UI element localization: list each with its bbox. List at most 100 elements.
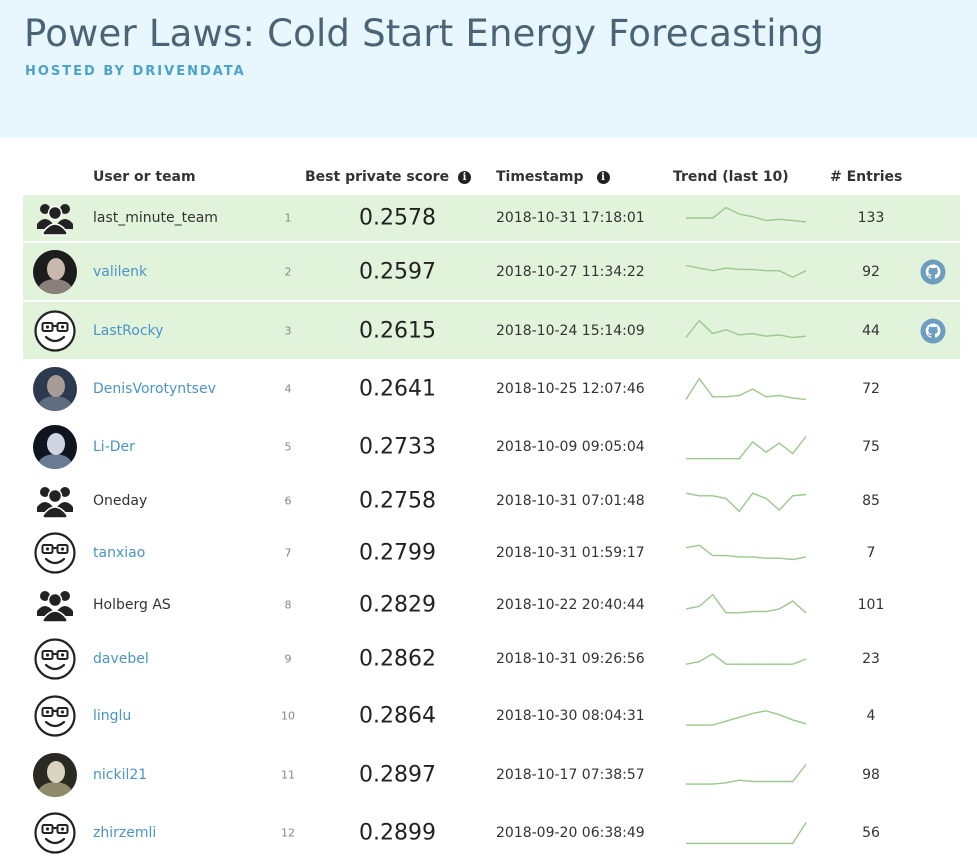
rank-number: 7 (284, 546, 292, 559)
trend-sparkline (685, 538, 807, 568)
rank-number: 12 (281, 826, 295, 839)
column-header-entries[interactable]: # Entries (830, 169, 902, 185)
best-private-score: 0.2597 (359, 259, 436, 284)
user-link[interactable]: zhirzemli (93, 824, 157, 841)
team-icon (33, 583, 77, 627)
column-header-trend-label: Trend (last 10) (673, 169, 789, 185)
nerd-face-icon[interactable] (33, 694, 77, 738)
best-private-score: 0.2897 (359, 762, 436, 787)
trend-line (686, 436, 807, 460)
user-link[interactable]: linglu (93, 707, 132, 724)
trend-line (685, 593, 807, 614)
rank-number: 4 (284, 382, 292, 396)
table-row: Oneday 6 0.2758 2018-10-31 07:01:48 85 (23, 476, 960, 526)
rank-number: 11 (281, 768, 295, 781)
trend-line (685, 319, 807, 338)
submission-timestamp: 2018-10-31 17:18:01 (496, 210, 645, 226)
column-header-score[interactable]: Best private score i (305, 169, 472, 185)
entries-count: 7 (866, 544, 876, 561)
table-row: davebel 9 0.2862 2018-10-31 09:26:56 23 (23, 631, 960, 686)
entries-count: 56 (862, 824, 880, 841)
user-link[interactable]: Li-Der (93, 439, 135, 455)
column-header-timestamp[interactable]: Timestamp i (496, 169, 610, 185)
rank-number: 9 (284, 652, 292, 665)
team-name: last_minute_team (93, 210, 218, 226)
trend-line (685, 652, 807, 665)
trend-line (685, 264, 807, 278)
column-header-entries-label: # Entries (830, 169, 903, 185)
trend-sparkline (685, 432, 807, 462)
avatar[interactable] (33, 752, 77, 797)
table-row: LastRocky 3 0.2615 2018-10-24 15:14:09 44 (23, 302, 960, 359)
submission-timestamp: 2018-10-22 20:40:44 (496, 597, 645, 613)
nerd-face-icon[interactable] (33, 309, 77, 353)
trend-line (686, 763, 807, 785)
entries-count: 133 (857, 210, 885, 226)
best-private-score: 0.2578 (359, 205, 436, 231)
table-row: DenisVorotyntsev 4 0.2641 2018-10-25 12:07:… (23, 361, 960, 417)
user-link[interactable]: valilenk (93, 263, 148, 280)
user-link[interactable]: nickil21 (93, 766, 148, 783)
submission-timestamp: 2018-10-17 07:38:57 (496, 766, 645, 783)
trend-line (685, 492, 807, 513)
column-header-trend: Trend (last 10) (673, 169, 789, 185)
trend-sparkline (685, 760, 807, 790)
best-private-score: 0.2758 (359, 488, 436, 514)
avatar[interactable] (33, 367, 77, 411)
trend-sparkline (685, 701, 807, 731)
entries-count: 4 (866, 707, 876, 724)
team-icon (33, 479, 77, 523)
rank-number: 6 (284, 494, 292, 508)
team-name: Holberg AS (93, 597, 171, 613)
nerd-face-icon[interactable] (33, 811, 77, 855)
submission-timestamp: 2018-10-24 15:14:09 (496, 322, 645, 339)
table-row: last_minute_team 1 0.2578 2018-10-31 17:18:… (23, 195, 960, 241)
best-private-score: 0.2864 (359, 703, 436, 728)
entries-count: 72 (862, 381, 880, 397)
best-private-score: 0.2615 (359, 318, 436, 343)
info-icon[interactable]: i (596, 170, 610, 184)
best-private-score: 0.2899 (359, 820, 436, 845)
trend-sparkline (685, 203, 807, 233)
entries-count: 92 (862, 263, 880, 280)
submission-timestamp: 2018-10-27 11:34:22 (496, 263, 645, 280)
user-link[interactable]: LastRocky (93, 322, 164, 339)
nerd-face-icon[interactable] (33, 637, 77, 681)
nerd-face-icon[interactable] (33, 531, 77, 575)
rank-number: 8 (284, 598, 292, 612)
submission-timestamp: 2018-10-30 08:04:31 (496, 707, 645, 724)
github-icon[interactable] (920, 259, 946, 285)
avatar[interactable] (33, 249, 77, 294)
trend-sparkline (685, 486, 807, 516)
competition-header: Power Laws: Cold Start Energy Forecastin… (0, 0, 977, 138)
table-header: User or team Best private score i Timesta… (23, 160, 960, 194)
rank-number: 3 (284, 324, 292, 337)
trend-sparkline (685, 374, 807, 404)
table-row: valilenk 2 0.2597 2018-10-27 11:34:22 92 (23, 243, 960, 300)
github-icon[interactable] (920, 318, 946, 344)
table-row: nickil21 11 0.2897 2018-10-17 07:38:57 98 (23, 746, 960, 803)
submission-timestamp: 2018-10-09 09:05:04 (496, 439, 645, 455)
entries-count: 23 (862, 650, 880, 667)
host-subtitle: HOSTED BY DRIVENDATA (25, 64, 246, 79)
entries-count: 85 (862, 493, 880, 509)
user-link[interactable]: tanxiao (93, 544, 146, 561)
entries-count: 101 (857, 597, 885, 613)
trend-sparkline (685, 316, 807, 346)
column-header-user[interactable]: User or team (93, 169, 196, 185)
table-row: zhirzemli 12 0.2899 2018-09-20 06:38:49 56 (23, 805, 960, 860)
info-icon[interactable]: i (458, 170, 472, 184)
user-link[interactable]: DenisVorotyntsev (93, 381, 216, 397)
column-header-score-label: Best private score (305, 169, 450, 185)
user-link[interactable]: davebel (93, 650, 149, 667)
trend-line (685, 377, 807, 401)
rank-number: 1 (284, 211, 292, 225)
table-row: tanxiao 7 0.2799 2018-10-31 01:59:17 7 (23, 527, 960, 578)
trend-sparkline (685, 257, 807, 287)
leaderboard-table: User or team Best private score i Timesta… (23, 160, 960, 854)
submission-timestamp: 2018-10-31 09:26:56 (496, 650, 645, 667)
best-private-score: 0.2733 (359, 434, 436, 460)
rank-number: 2 (284, 265, 292, 278)
avatar[interactable] (33, 425, 77, 469)
column-header-user-label: User or team (93, 169, 196, 185)
